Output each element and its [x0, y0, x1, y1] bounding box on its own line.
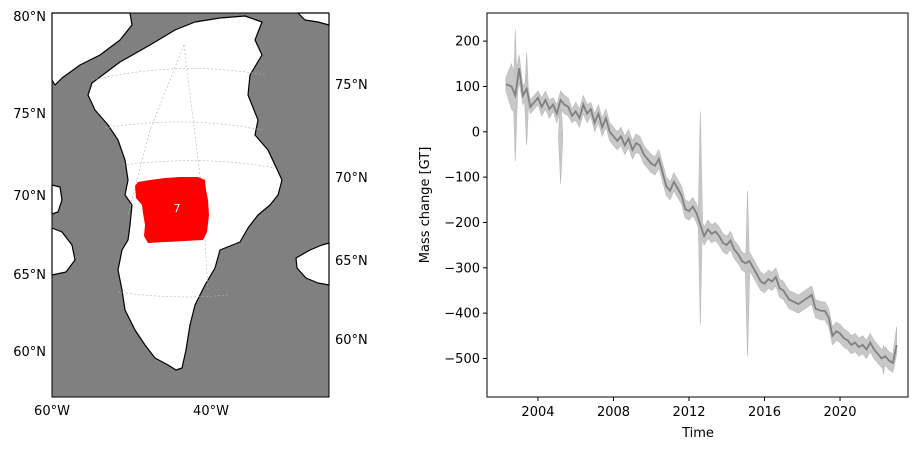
y-tick-label--500: −500	[444, 352, 480, 367]
y-tick-label--200: −200	[444, 216, 480, 231]
y-tick-label-200: 200	[455, 35, 480, 50]
mass-change-chart: 2004 2008 2012 2016 2020 200 100 0 −100 −200 −300…	[418, 12, 909, 441]
lat-label-65n-left: 65°N	[13, 268, 46, 283]
graticule-line-0	[91, 68, 266, 81]
mass-change-line	[505, 68, 898, 365]
y-tick-label-100: 100	[455, 80, 480, 95]
lon-label-40w: 40°W	[193, 404, 229, 419]
y-tick-label--100: −100	[444, 171, 480, 186]
lat-label-60n-right: 60°N	[335, 333, 368, 348]
region-label: 7	[174, 202, 181, 215]
x-tick-label-2016: 2016	[748, 405, 781, 420]
lat-label-65n-right: 65°N	[335, 254, 368, 269]
graticule-line-4	[183, 44, 209, 291]
graticule	[91, 44, 276, 298]
lat-label-75n-left: 75°N	[13, 107, 46, 122]
lat-label-80n: 80°N	[13, 10, 46, 25]
graticule-line-3	[117, 291, 229, 298]
x-tick-label-2012: 2012	[672, 405, 705, 420]
plot-frame	[486, 12, 909, 398]
y-tick-label--300: −300	[444, 261, 480, 276]
y-tick-label--400: −400	[444, 307, 480, 322]
map-frame	[51, 12, 330, 398]
y-axis-label: Mass change [GT]	[418, 147, 433, 264]
uncertainty-spike-4	[745, 190, 751, 357]
x-tick-label-2008: 2008	[597, 405, 630, 420]
lat-label-60n-left: 60°N	[13, 345, 46, 360]
y-tick-label-0: 0	[472, 125, 480, 140]
x-tick-label-2020: 2020	[823, 405, 856, 420]
region-7-polygon	[135, 177, 209, 243]
lat-label-75n-right: 75°N	[335, 78, 368, 93]
x-tick-label-2004: 2004	[521, 405, 554, 420]
x-axis-label: Time	[681, 426, 714, 441]
y-axis-ticks: 200 100 0 −100 −200 −300 −400 −500	[444, 35, 487, 367]
uncertainty-band	[505, 54, 897, 373]
lon-label-60w: 60°W	[34, 404, 70, 419]
greenland-map: 7 80°N 75°N 70°N 65°N 60°N 75°N 70°N 65°…	[13, 10, 368, 419]
x-axis-ticks: 2004 2008 2012 2016 2020	[521, 397, 857, 420]
lat-label-70n-right: 70°N	[335, 171, 368, 186]
lat-label-70n-left: 70°N	[13, 189, 46, 204]
